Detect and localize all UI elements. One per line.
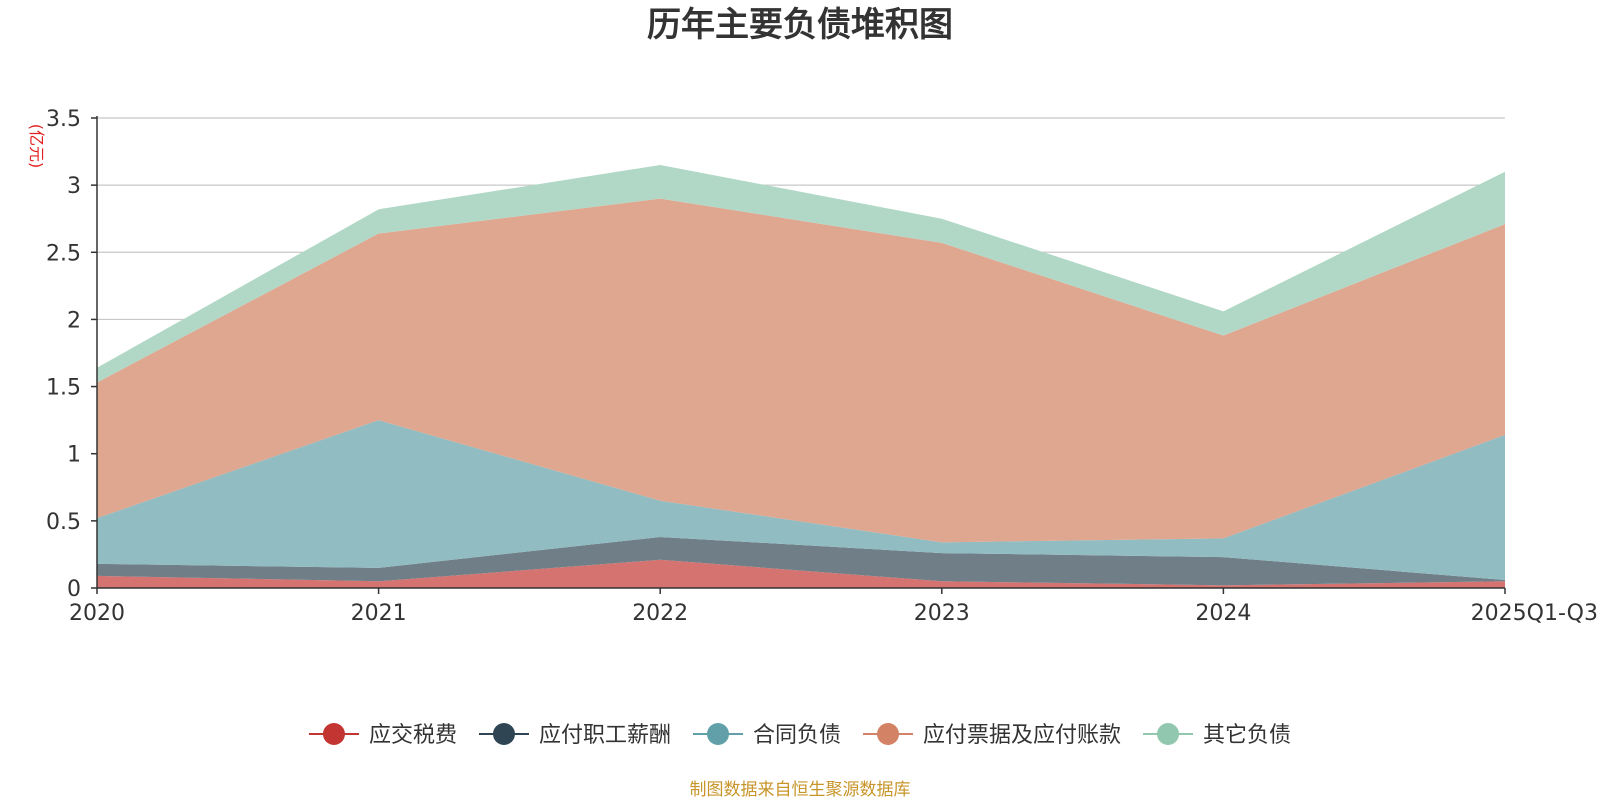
legend-item-1[interactable]: 应交税费 bbox=[308, 723, 457, 748]
legend-label: 应交税费 bbox=[369, 723, 457, 748]
area-series-1 bbox=[97, 559, 1505, 588]
area-series-3 bbox=[97, 420, 1505, 580]
legend-dot-icon bbox=[322, 723, 345, 745]
legend-label: 应付票据及应付账款 bbox=[923, 723, 1121, 748]
y-tick-label: 0.5 bbox=[46, 510, 81, 535]
y-tick-label: 2.5 bbox=[46, 241, 81, 266]
area-series-4 bbox=[97, 198, 1505, 543]
x-tick-label: 2023 bbox=[914, 601, 970, 626]
y-axis-ticks: 0 0.5 1 1.5 2 2.5 3 3.5 bbox=[46, 107, 97, 602]
y-tick-label: 1 bbox=[67, 443, 81, 468]
legend-dot-icon bbox=[706, 723, 729, 745]
data-source-note: 制图数据来自恒生聚源数据库 bbox=[690, 780, 911, 800]
x-tick-label: 2022 bbox=[632, 601, 688, 626]
x-tick-label: 2025Q1-Q3 bbox=[1471, 601, 1598, 626]
legend-item-5[interactable]: 其它负债 bbox=[1143, 723, 1291, 748]
y-tick-label: 2 bbox=[67, 308, 81, 333]
x-tick-label: 2024 bbox=[1195, 601, 1251, 626]
legend-label: 应付职工薪酬 bbox=[539, 723, 671, 748]
axes bbox=[96, 116, 1505, 589]
y-tick-label: 3.5 bbox=[46, 107, 81, 132]
y-axis-unit-label: (亿元) bbox=[27, 124, 46, 169]
area-series-2 bbox=[97, 536, 1505, 586]
legend-item-2[interactable]: 应付职工薪酬 bbox=[478, 723, 671, 748]
area-series-5 bbox=[97, 165, 1505, 383]
legend-dot-icon bbox=[492, 723, 515, 745]
y-tick-label: 0 bbox=[67, 577, 81, 602]
x-tick-label: 2020 bbox=[69, 601, 125, 626]
legend-dot-icon bbox=[877, 723, 900, 745]
legend[interactable]: 应交税费 应付职工薪酬 合同负债 应付票据及应付账款 其它负债 bbox=[308, 723, 1291, 748]
y-tick-label: 3 bbox=[67, 174, 81, 199]
legend-label: 合同负债 bbox=[753, 723, 841, 748]
y-tick-label: 1.5 bbox=[46, 376, 81, 401]
legend-item-3[interactable]: 合同负债 bbox=[692, 723, 841, 748]
legend-item-4[interactable]: 应付票据及应付账款 bbox=[863, 723, 1121, 748]
x-tick-label: 2021 bbox=[351, 601, 407, 626]
legend-label: 其它负债 bbox=[1203, 723, 1291, 748]
area-series bbox=[97, 165, 1505, 588]
x-axis-ticks: 2020 2021 2022 2023 2024 2025Q1-Q3 bbox=[69, 588, 1598, 626]
chart-title: 历年主要负债堆积图 bbox=[647, 5, 953, 45]
legend-dot-icon bbox=[1157, 723, 1180, 745]
